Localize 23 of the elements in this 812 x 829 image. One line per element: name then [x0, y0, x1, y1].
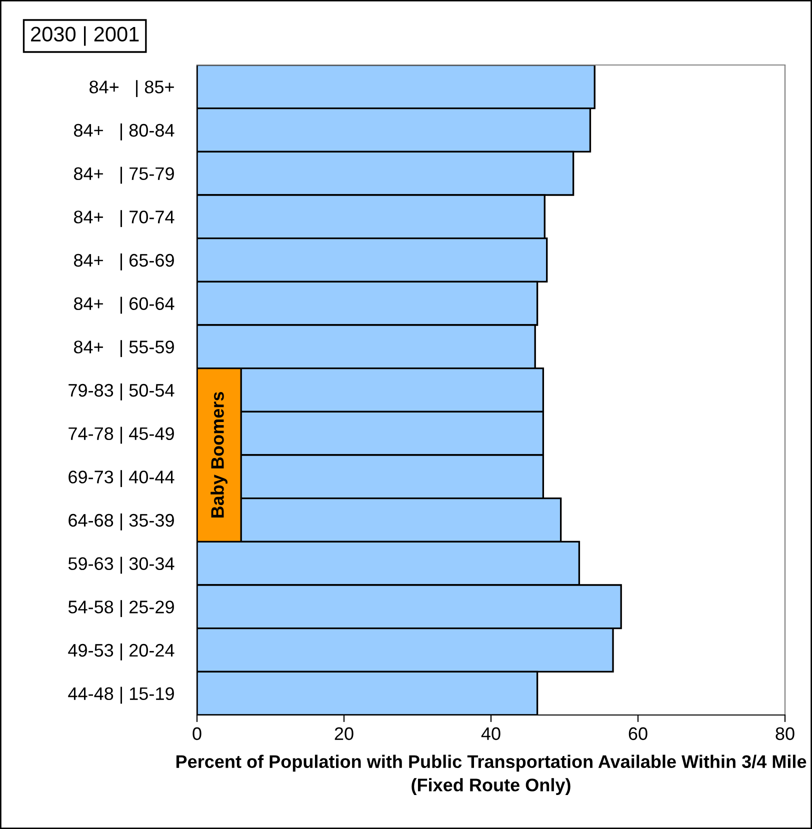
y-tick-label: 44-48 | 15-19 — [68, 686, 174, 704]
x-tick-label: 20 — [334, 727, 354, 740]
y-tick-label: 84+ | 75-79 — [74, 166, 174, 184]
y-tick-label: 84+ | 70-74 — [74, 210, 174, 228]
y-tick-label: 79-83 | 50-54 — [68, 383, 174, 400]
y-tick-label: 69-73 | 40-44 — [68, 470, 174, 488]
x-tick-label: 60 — [628, 727, 648, 740]
y-tick-label: 54-58 | 25-29 — [68, 600, 174, 618]
y-tick-label: 84+ | 85+ — [90, 80, 174, 98]
y-tick-label: 59-63 | 30-34 — [68, 556, 174, 574]
y-tick-label: 74-78 | 45-49 — [68, 426, 174, 444]
y-tick-label: 84+ | 80-84 — [74, 123, 174, 140]
x-axis-title: Percent of Population with Public Transportation Available Within 3/4 Mile (Fixed Route Only) — [176, 754, 806, 795]
y-tick-label: 64-68 | 35-39 — [68, 513, 174, 530]
band-label: Baby Boomers — [210, 392, 228, 518]
y-tick-label: 84+ | 60-64 — [74, 296, 174, 314]
x-tick-label: 40 — [481, 727, 500, 740]
y-axis-title: 2030 | 2001 — [31, 26, 139, 46]
x-tick-label: 80 — [776, 727, 794, 740]
y-tick-label: 49-53 | 20-24 — [68, 643, 174, 660]
y-tick-label: 84+ | 65-69 — [74, 253, 174, 270]
y-tick-label: 84+ | 55-59 — [74, 340, 174, 358]
x-tick-label: 0 — [192, 727, 202, 740]
